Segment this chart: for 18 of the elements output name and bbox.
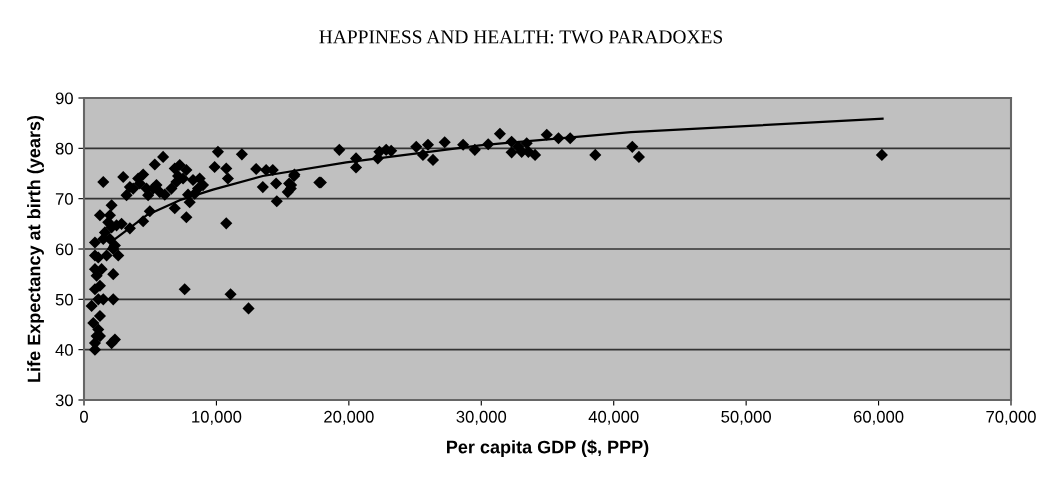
x-tick-label: 40,000 bbox=[588, 410, 639, 425]
x-tick-label: 0 bbox=[80, 410, 88, 423]
y-tick-label: 40 bbox=[55, 344, 73, 356]
y-axis-title: Life Expectancy at birth (years) bbox=[27, 115, 44, 382]
x-tick-label: 10,000 bbox=[192, 410, 242, 425]
y-tick-label: 30 bbox=[55, 394, 73, 407]
y-tick-label: 60 bbox=[55, 243, 73, 256]
x-tick-label: 20,000 bbox=[324, 410, 374, 425]
y-tick-label: 50 bbox=[55, 293, 73, 306]
x-tick-label: 30,000 bbox=[456, 410, 507, 425]
y-tick-label: 70 bbox=[55, 193, 73, 205]
x-tick-label: 60,000 bbox=[853, 410, 904, 425]
x-tick-label: 70,000 bbox=[986, 410, 1036, 425]
x-tick-label: 50,000 bbox=[721, 410, 771, 425]
x-axis-title: Per capita GDP ($, PPP) bbox=[447, 439, 649, 457]
y-tick-label: 80 bbox=[55, 142, 73, 155]
y-tick-label: 90 bbox=[55, 92, 73, 105]
chart-title: HAPPINESS AND HEALTH: TWO PARADOXES bbox=[319, 30, 723, 44]
